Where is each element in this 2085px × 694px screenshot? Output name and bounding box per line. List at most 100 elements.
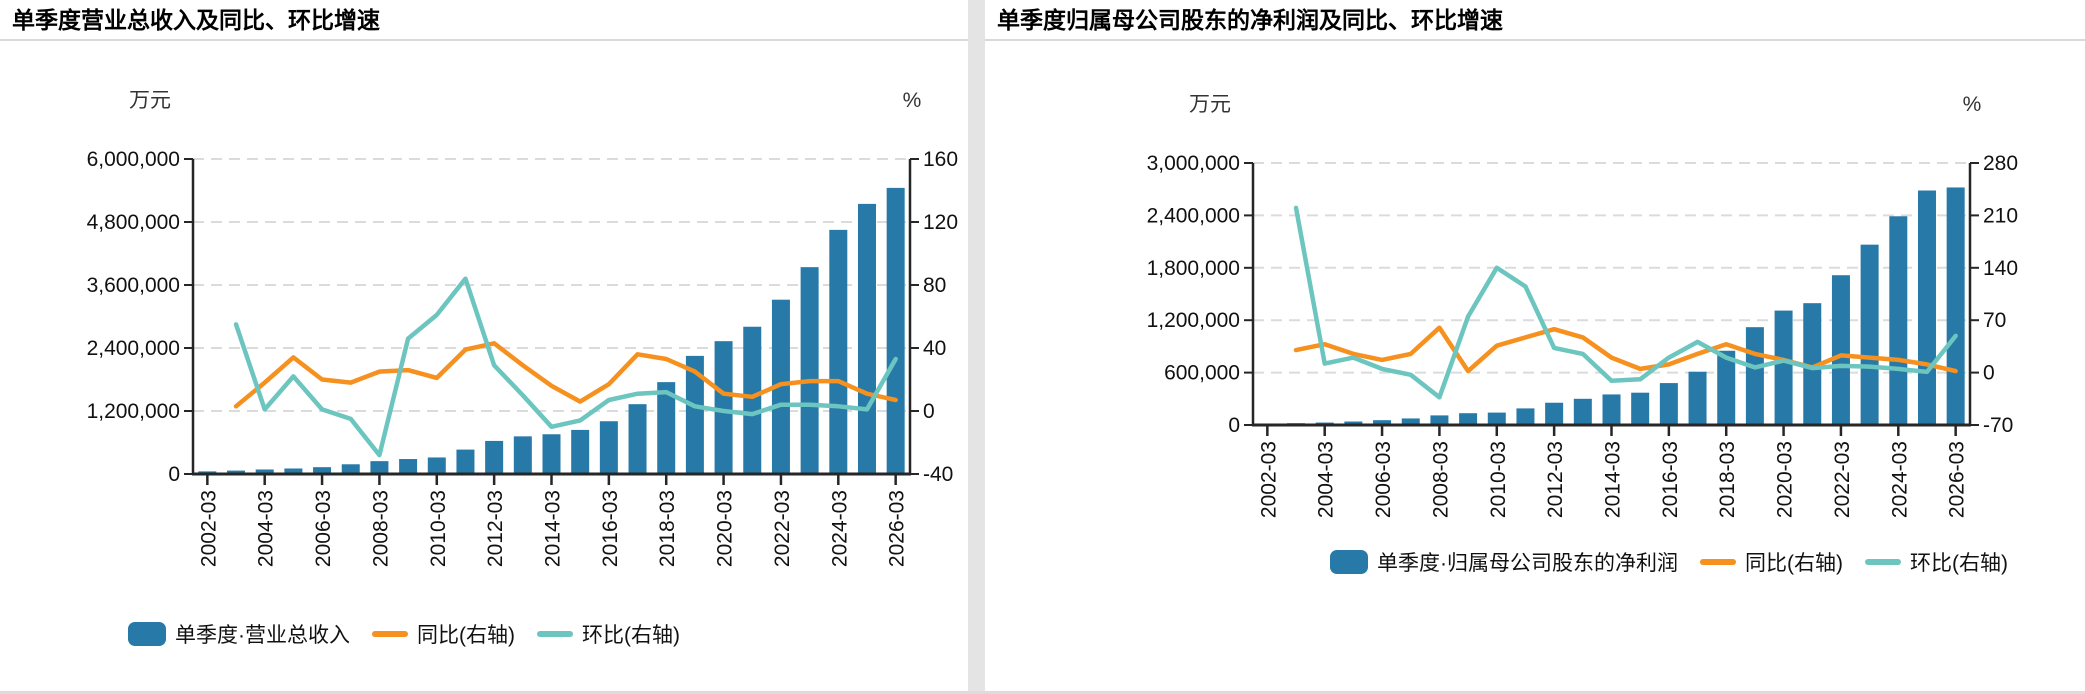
revenue-bars [542, 434, 561, 474]
x-axis-tick-label: 2016-03 [1659, 441, 1682, 518]
revenue-bars [427, 457, 446, 474]
profit-bars [1860, 244, 1879, 425]
profit-chart-legend: 单季度·归属母公司股东的净利润 同比(右轴) 环比(右轴) [1330, 547, 2020, 577]
profit-bars [1717, 350, 1736, 425]
revenue-bars [685, 355, 704, 474]
left-axis-tick-label: 1,800,000 [1147, 257, 1240, 280]
qoq-line [1293, 205, 1958, 400]
legend-item-qoq-line[interactable]: 环比(右轴) [537, 619, 680, 649]
yoy-line [1293, 325, 1958, 374]
revenue-chart-legend: 单季度·营业总收入 同比(右轴) 环比(右轴) [128, 619, 968, 649]
revenue-bars [599, 421, 618, 474]
revenue-bars [313, 467, 332, 474]
profit-bars [1344, 421, 1363, 425]
left-axis-unit-label: 万元 [129, 89, 171, 112]
left-axis-tick-label: 2,400,000 [1147, 204, 1240, 227]
x-axis-tick-label: 2010-03 [427, 490, 450, 567]
profit-bars [1545, 402, 1564, 425]
x-axis-tick-label: 2006-03 [1372, 441, 1395, 518]
profit-bars [1774, 310, 1793, 425]
left-axis-unit-label: 万元 [1189, 93, 1231, 116]
profit-bars [1487, 412, 1506, 425]
right-axis-tick-label: 280 [1983, 152, 2018, 175]
revenue-chart-area: 6,000,000 4,800,000 3,600,000 2,400,000 1,20… [0, 41, 968, 694]
profit-bars [1831, 275, 1850, 425]
revenue-bars [485, 440, 504, 474]
right-axis-tick-label: 0 [1983, 362, 1995, 385]
revenue-bars [886, 187, 905, 474]
revenue-bars [771, 299, 790, 474]
legend-item-revenue-bars[interactable]: 单季度·营业总收入 [128, 619, 350, 649]
right-axis-tick-label: 140 [1983, 257, 2018, 280]
revenue-bars [227, 470, 246, 474]
profit-chart-title: 单季度归属母公司股东的净利润及同比、环比增速 [985, 0, 2085, 41]
profit-bars [1946, 187, 1965, 425]
revenue-bars [743, 326, 762, 474]
revenue-chart-canvas: 6,000,000 4,800,000 3,600,000 2,400,000 1,20… [87, 89, 958, 567]
revenue-bars [829, 229, 848, 474]
profit-bars [1573, 398, 1592, 425]
right-axis-tick-label: 40 [923, 337, 946, 360]
left-axis-tick-label: 1,200,000 [1147, 309, 1240, 332]
x-axis-tick-label: 2026-03 [886, 490, 909, 567]
profit-bars [1745, 327, 1764, 425]
profit-bars [1459, 413, 1478, 425]
legend-line-swatch-icon [1865, 559, 1901, 565]
right-axis-tick-label: 120 [923, 211, 958, 234]
right-axis-tick-label: 70 [1983, 309, 2006, 332]
left-axis-tick-label: 1,200,000 [87, 400, 180, 423]
revenue-bars [714, 341, 733, 474]
left-axis-tick-label: 6,000,000 [87, 148, 180, 171]
profit-bars [1803, 303, 1822, 425]
right-axis-tick-label: -70 [1983, 414, 2013, 437]
revenue-bars [255, 469, 274, 474]
profit-bars [1917, 190, 1936, 425]
x-axis-tick-label: 2024-03 [828, 490, 851, 567]
right-axis-tick-label: 0 [923, 400, 935, 423]
profit-bars [1659, 383, 1678, 425]
x-axis-tick-label: 2012-03 [484, 490, 507, 567]
x-axis-tick-label: 2008-03 [1429, 441, 1452, 518]
left-axis-tick-label: 3,000,000 [1147, 152, 1240, 175]
left-axis-tick-label: 0 [168, 463, 180, 486]
x-axis-tick-label: 2004-03 [255, 490, 278, 567]
right-axis-tick-label: -40 [923, 463, 953, 486]
left-axis-tick-label: 3,600,000 [87, 274, 180, 297]
profit-bars [1401, 418, 1420, 425]
legend-item-yoy-line[interactable]: 同比(右轴) [1700, 547, 1843, 577]
qoq-line [233, 276, 898, 458]
legend-bar-swatch-icon [128, 622, 166, 646]
yoy-line [233, 341, 898, 409]
x-axis-tick-label: 2008-03 [369, 490, 392, 567]
profit-bars [1602, 394, 1621, 425]
left-axis-tick-label: 4,800,000 [87, 211, 180, 234]
profit-chart-panel: 单季度归属母公司股东的净利润及同比、环比增速 3,000,000 2,400,00… [985, 0, 2085, 691]
x-axis-tick-label: 2016-03 [599, 490, 622, 567]
profit-bars [1373, 420, 1392, 425]
revenue-bars [800, 267, 819, 474]
revenue-bars [571, 429, 590, 474]
legend-line-swatch-icon [372, 631, 408, 637]
right-axis-tick-label: 80 [923, 274, 946, 297]
left-axis-tick-label: 2,400,000 [87, 337, 180, 360]
x-axis-tick-label: 2004-03 [1315, 441, 1338, 518]
revenue-bars [399, 459, 418, 474]
legend-label: 环比(右轴) [582, 624, 680, 647]
x-axis-tick-label: 2002-03 [197, 490, 220, 567]
right-axis-unit-label: % [1963, 93, 1982, 116]
x-axis-tick-label: 2022-03 [771, 490, 794, 567]
panel-divider [968, 0, 985, 691]
revenue-bars [341, 464, 360, 474]
x-axis-tick-label: 2020-03 [714, 490, 737, 567]
revenue-bars [370, 461, 389, 474]
x-axis-tick-label: 2014-03 [1602, 441, 1625, 518]
revenue-bars [284, 468, 303, 474]
revenue-bars [628, 404, 647, 474]
legend-item-qoq-line[interactable]: 环比(右轴) [1865, 547, 2008, 577]
x-axis-tick-label: 2010-03 [1487, 441, 1510, 518]
x-axis-tick-label: 2018-03 [1716, 441, 1739, 518]
legend-item-profit-bars[interactable]: 单季度·归属母公司股东的净利润 [1330, 547, 1678, 577]
legend-item-yoy-line[interactable]: 同比(右轴) [372, 619, 515, 649]
profit-bars [1631, 392, 1650, 425]
